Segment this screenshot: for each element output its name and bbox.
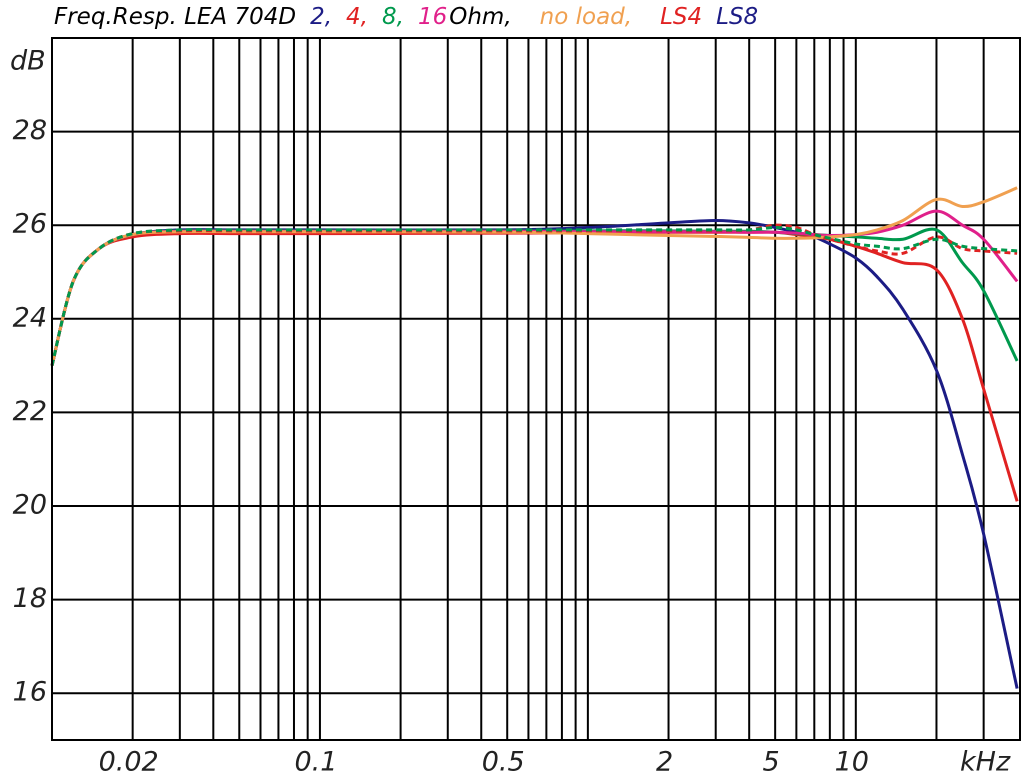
x-tick-label: 0.02	[99, 747, 159, 777]
x-tick-label: 0.1	[294, 747, 337, 777]
y-tick-label: 16	[13, 677, 47, 708]
plot	[50, 186, 1019, 689]
title-text: Freq.Resp. LEA 704D	[54, 4, 296, 30]
y-tick-label: 22	[13, 396, 47, 427]
chart-title: Freq.Resp. LEA 704D 2, 4, 8, 16Ohm, no load, L…	[54, 4, 758, 30]
y-tick-label: 24	[13, 302, 47, 333]
title-unit: Ohm,	[449, 4, 511, 30]
legend-entry: 16	[418, 4, 447, 30]
legend-entry: LS8	[716, 4, 758, 30]
y-tick-label: 20	[13, 490, 47, 521]
y-tick-label: 18	[13, 583, 47, 614]
legend-entry: 8,	[382, 4, 404, 30]
legend-entry: 4,	[346, 4, 368, 30]
plot-frame	[51, 37, 1021, 741]
x-axis-label: kHz	[960, 747, 1011, 777]
x-tick-label: 5	[763, 747, 780, 777]
series-line	[50, 226, 1018, 366]
y-axis-label: dB	[10, 46, 46, 77]
series-line	[50, 186, 1018, 366]
legend-entry: 2,	[310, 4, 332, 30]
y-tick-label: 26	[13, 209, 47, 240]
legend-entry: no load,	[540, 4, 632, 30]
grid	[52, 38, 1020, 740]
legend-entry: LS4	[660, 4, 702, 30]
y-tick-label: 28	[13, 115, 47, 146]
x-tick-label: 2	[656, 747, 673, 777]
x-tick-label: 0.5	[482, 747, 525, 777]
x-tick-label: 10	[835, 747, 869, 777]
